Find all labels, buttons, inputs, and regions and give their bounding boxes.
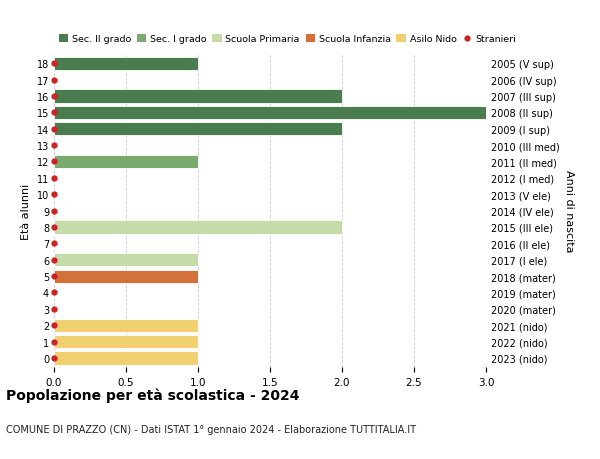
Bar — [54, 352, 198, 365]
Bar — [54, 156, 198, 168]
Y-axis label: Anni di nascita: Anni di nascita — [563, 170, 574, 252]
Bar — [54, 221, 342, 234]
Bar — [54, 336, 198, 348]
Y-axis label: Età alunni: Età alunni — [21, 183, 31, 239]
Bar — [54, 106, 486, 120]
Bar — [54, 270, 198, 283]
Text: Popolazione per età scolastica - 2024: Popolazione per età scolastica - 2024 — [6, 388, 299, 403]
Bar — [54, 90, 342, 103]
Bar — [54, 319, 198, 332]
Bar — [54, 254, 198, 267]
Bar — [54, 123, 342, 136]
Text: COMUNE DI PRAZZO (CN) - Dati ISTAT 1° gennaio 2024 - Elaborazione TUTTITALIA.IT: COMUNE DI PRAZZO (CN) - Dati ISTAT 1° ge… — [6, 425, 416, 435]
Bar — [54, 57, 198, 71]
Legend: Sec. II grado, Sec. I grado, Scuola Primaria, Scuola Infanzia, Asilo Nido, Stran: Sec. II grado, Sec. I grado, Scuola Prim… — [59, 35, 516, 44]
